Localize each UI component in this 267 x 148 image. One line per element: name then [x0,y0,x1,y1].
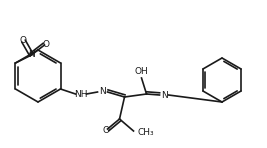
Text: CH₃: CH₃ [138,127,154,136]
Text: N: N [161,90,168,99]
Text: O: O [102,126,109,135]
Text: OH: OH [135,67,148,76]
Text: N: N [99,86,106,95]
Text: N: N [28,49,35,58]
Text: O: O [43,40,50,49]
Text: NH: NH [74,90,87,99]
Text: O: O [20,36,27,45]
